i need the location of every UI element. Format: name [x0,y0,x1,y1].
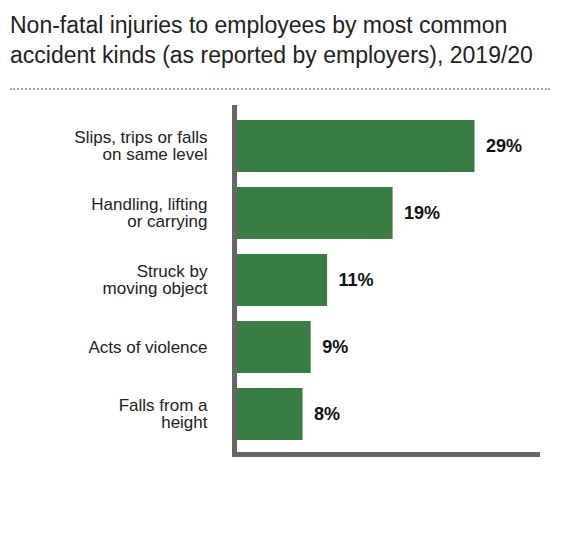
html-text:Non-fatal injuries to employee: Non-fatal injuries to employees by most … [10,12,533,68]
svg-text:19%: 19% [404,203,440,223]
svg-text:29%: 29% [486,136,522,156]
svg-text:9%: 9% [322,337,348,357]
svg-text:Struck bymoving object: Struck bymoving object [103,262,208,298]
svg-text:11%: 11% [339,270,374,290]
svg-text:Slips, trips or fallson same l: Slips, trips or fallson same level [74,128,207,164]
svg-text:8%: 8% [314,404,340,424]
svg-text:Handling, liftingor carrying: Handling, liftingor carrying [91,195,207,231]
svg-text:Acts of violence: Acts of violence [88,338,207,357]
svg-text:Falls from aheight: Falls from aheight [119,396,208,432]
